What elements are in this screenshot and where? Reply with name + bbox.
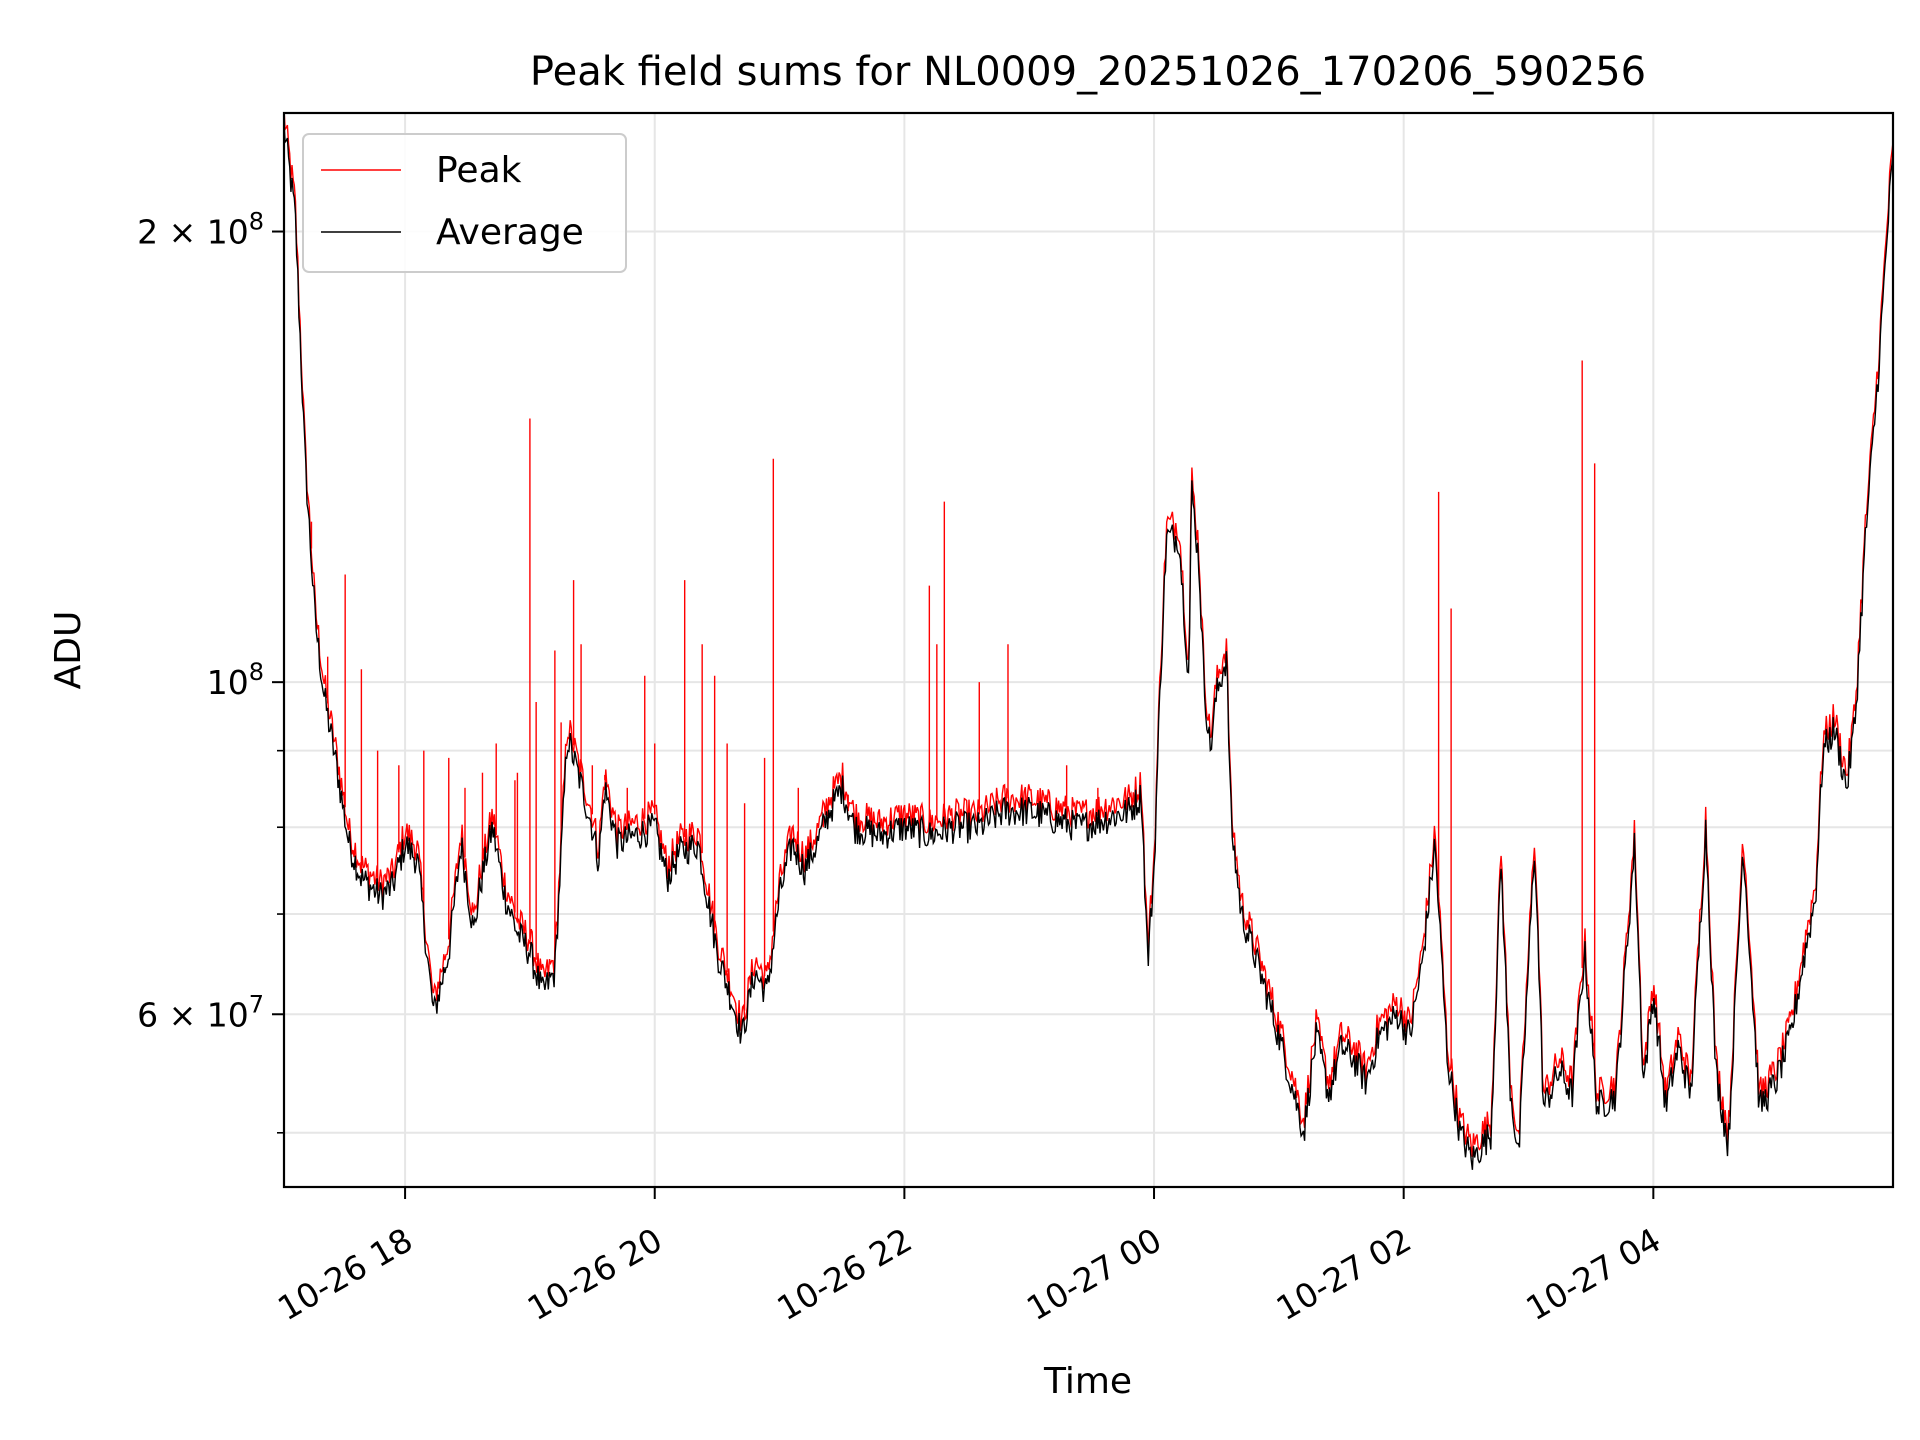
legend-box: [302, 133, 627, 273]
series-layer: [284, 113, 1893, 1170]
y-tick-label: 108: [207, 658, 264, 702]
legend-average-label: Average: [436, 212, 584, 253]
average-series-line: [284, 121, 1893, 1170]
y-tick-label: 2 × 108: [137, 208, 264, 252]
plot-frame: [282, 111, 1895, 1189]
legend: Peak Average: [302, 133, 627, 273]
legend-peak-label: Peak: [436, 150, 522, 191]
y-axis-label: ADU: [48, 611, 89, 690]
y-tick-label: 6 × 107: [137, 990, 264, 1034]
chart-title: Peak field sums for NL0009_20251026_1702…: [530, 49, 1646, 95]
x-axis-label: Time: [1043, 1361, 1132, 1402]
peak-series-line: [284, 113, 1893, 1157]
